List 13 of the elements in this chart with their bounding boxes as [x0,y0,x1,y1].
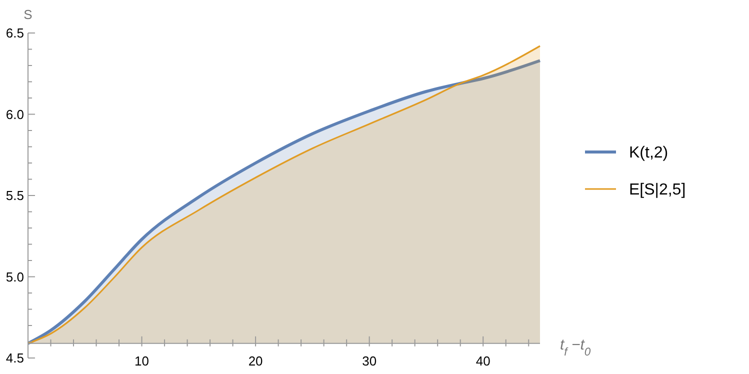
x-tick-label: 10 [134,353,150,368]
y-axis-title: S [24,7,33,22]
y-tick-label: 5.5 [6,188,24,204]
x-axis-title: t$_{f}$ −t$_{0}$ [560,336,592,358]
y-tick-label: 4.5 [6,350,24,366]
y-tick-label: 6.5 [6,26,24,41]
legend-label: E[S|2,5] [629,182,686,199]
y-tick-label: 5.0 [6,269,24,284]
legend-label: K(t,2) [629,144,668,162]
y-tick-label: 6.0 [6,106,24,122]
x-tick-label: 30 [362,353,377,368]
x-tick-label: 20 [248,353,263,368]
x-tick-label: 40 [476,353,490,368]
